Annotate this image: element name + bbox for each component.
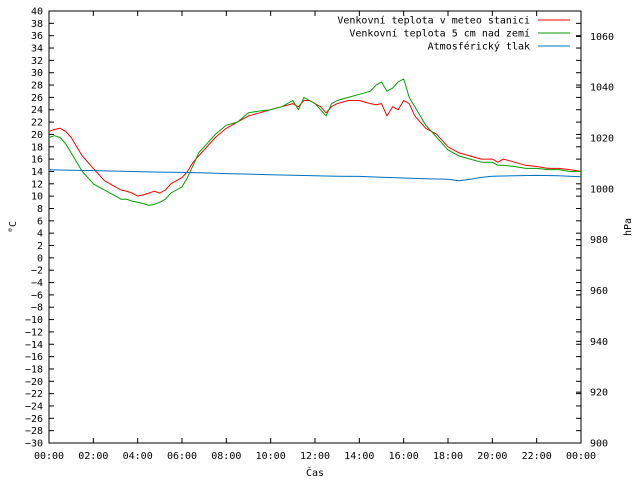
y-tick-label: 40	[31, 7, 43, 18]
legend-label: Venkovní teplota 5 cm nad zemí	[349, 28, 530, 40]
x-tick-label: 12:00	[300, 451, 330, 462]
x-tick-label: 20:00	[477, 451, 507, 462]
x-tick-label: 04:00	[123, 451, 153, 462]
y-tick-label: 4	[37, 229, 43, 240]
y-tick-label: −18	[25, 364, 43, 375]
y-tick-label: 22	[31, 118, 43, 129]
y-tick-label: −30	[25, 439, 43, 450]
y-tick-label: 32	[31, 56, 43, 67]
y-tick-label: 34	[31, 44, 43, 55]
y-tick-label: 20	[31, 130, 43, 141]
legend-label: Atmosférický tlak	[428, 41, 530, 53]
x-tick-label: 22:00	[522, 451, 552, 462]
x-tick-label: 14:00	[344, 451, 374, 462]
series-lines	[48, 78, 582, 206]
y-tick-label: −16	[25, 352, 43, 363]
y-tick-label: −26	[25, 414, 43, 425]
y-tick-label: 12	[31, 179, 43, 190]
x-tick-label: 18:00	[433, 451, 463, 462]
y-tick-label: 28	[31, 81, 43, 92]
y-tick-label: 6	[37, 216, 43, 227]
legend-label: Venkovní teplota v meteo stanici	[337, 15, 530, 27]
right-axis-ticks: 1060 1040 1020 1000 980 960 940 920 900	[576, 32, 614, 450]
y-tick-label: 14	[31, 167, 43, 178]
legend: Venkovní teplota v meteo staniciVenkovní…	[337, 15, 570, 53]
x-axis-title: Čas	[306, 466, 324, 479]
y-tick-label: 0	[37, 253, 43, 264]
y-tick-label: 18	[31, 142, 43, 153]
x-axis-ticks: 00:00 02:00 04:00 06:00 08:00 10:00 12:00 14:00…	[34, 11, 596, 462]
y-tick-label: −4	[31, 278, 43, 289]
y-tick-label: −22	[25, 389, 43, 400]
y-tick-label: 24	[31, 105, 43, 116]
x-tick-label: 06:00	[167, 451, 197, 462]
y2-axis-title: hPa	[623, 218, 634, 236]
y-tick-label: −6	[31, 290, 43, 301]
y2-tick-label: 920	[590, 388, 608, 399]
y2-tick-label: 960	[590, 286, 608, 297]
y-tick-label: −10	[25, 315, 43, 326]
y-tick-label: 30	[31, 68, 43, 79]
y-tick-label: −24	[25, 401, 43, 412]
x-tick-label: 02:00	[78, 451, 108, 462]
y-axis-title: °C	[8, 221, 19, 233]
y-tick-label: 2	[37, 241, 43, 252]
y-tick-label: 36	[31, 31, 43, 42]
y2-tick-label: 1060	[590, 32, 614, 43]
x-tick-label: 10:00	[256, 451, 286, 462]
y2-tick-label: 1020	[590, 134, 614, 145]
y2-tick-label: 980	[590, 235, 608, 246]
y2-tick-label: 900	[590, 439, 608, 450]
y-tick-label: −8	[31, 303, 43, 314]
y2-tick-label: 940	[590, 337, 608, 348]
series-line-0	[48, 100, 582, 197]
y2-tick-label: 1000	[590, 184, 614, 195]
y-tick-label: 38	[31, 19, 43, 30]
y-tick-label: 26	[31, 93, 43, 104]
y2-tick-label: 1040	[590, 83, 614, 94]
x-tick-label: 16:00	[389, 451, 419, 462]
y-tick-label: 16	[31, 155, 43, 166]
y-tick-label: 10	[31, 192, 43, 203]
x-tick-label: 00:00	[566, 451, 596, 462]
plot-frame	[48, 10, 582, 444]
y-tick-label: −28	[25, 426, 43, 437]
x-tick-label: 08:00	[211, 451, 241, 462]
y-tick-label: −12	[25, 327, 43, 338]
x-tick-label: 00:00	[34, 451, 64, 462]
y-tick-label: −14	[25, 340, 43, 351]
series-line-1	[48, 78, 581, 206]
y-tick-label: −20	[25, 377, 43, 388]
series-line-2	[48, 169, 582, 182]
left-axis-ticks: 4038363432302826242220181614121086420−2−…	[25, 7, 581, 450]
y-tick-label: −2	[31, 266, 43, 277]
y-tick-label: 8	[37, 204, 43, 215]
